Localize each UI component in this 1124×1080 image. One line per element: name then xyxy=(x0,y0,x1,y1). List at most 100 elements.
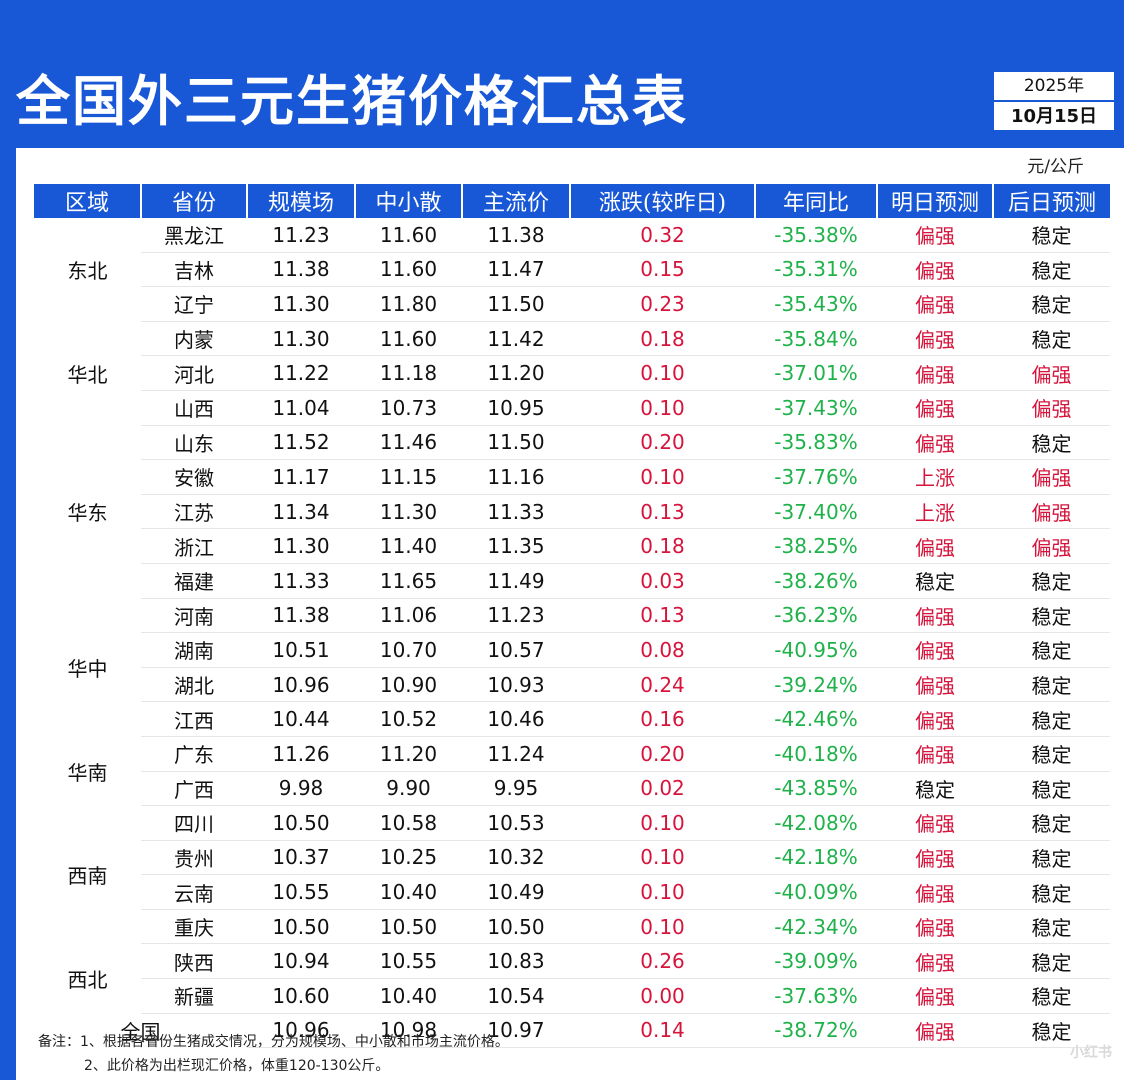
small-farm-price: 9.90 xyxy=(355,771,462,807)
table-row: 华中 河南 11.38 11.06 11.23 0.13 -36.23% 偏强 稳定 xyxy=(34,598,1110,737)
small-farm-price: 10.55 xyxy=(355,943,462,980)
province-cell: 内蒙 xyxy=(141,321,247,357)
yoy-value: -35.84% xyxy=(755,321,877,357)
scale-farm-price: 10.94 xyxy=(247,943,355,980)
small-farm-price: 11.40 xyxy=(355,528,462,564)
region-cell: 华中 xyxy=(34,598,141,737)
small-farm-price: 11.15 xyxy=(355,459,462,495)
notes: 备注：1、根据各省份生猪成交情况，分为规模场、中小散和市场主流价格。 2、此价格… xyxy=(38,1030,509,1078)
main-price: 10.93 xyxy=(462,667,570,703)
main-price: 9.95 xyxy=(462,771,570,807)
main-price: 11.20 xyxy=(462,355,570,391)
change-value: 0.16 xyxy=(570,701,755,737)
scale-farm-price: 11.04 xyxy=(247,390,355,426)
main-price: 10.57 xyxy=(462,632,570,668)
scale-farm-price: 11.34 xyxy=(247,494,355,530)
small-farm-price: 11.60 xyxy=(355,321,462,357)
change-value: 0.23 xyxy=(570,286,755,322)
scale-farm-price: 11.30 xyxy=(247,528,355,564)
day-after-forecast: 稳定 xyxy=(993,632,1110,668)
change-value: 0.08 xyxy=(570,632,755,668)
main-price: 11.38 xyxy=(462,218,570,253)
yoy-value: -37.76% xyxy=(755,459,877,495)
yoy-value: -40.18% xyxy=(755,736,877,772)
scale-farm-price: 10.50 xyxy=(247,909,355,945)
table-row: 贵州 10.37 10.25 10.32 0.10 -42.18% 偏强 稳定 xyxy=(34,840,1110,876)
national-change: 0.14 xyxy=(570,1013,755,1049)
main-price: 11.47 xyxy=(462,252,570,288)
province-cell: 重庆 xyxy=(141,909,247,945)
scale-farm-price: 11.38 xyxy=(247,252,355,288)
yoy-value: -39.24% xyxy=(755,667,877,703)
main-price: 10.53 xyxy=(462,805,570,841)
province-cell: 浙江 xyxy=(141,528,247,564)
yoy-value: -42.34% xyxy=(755,909,877,945)
tomorrow-forecast: 偏强 xyxy=(877,909,993,945)
table-row: 华北 内蒙 11.30 11.60 11.42 0.18 -35.84% 偏强 稳定 xyxy=(34,321,1110,426)
change-value: 0.02 xyxy=(570,771,755,807)
day-after-forecast: 偏强 xyxy=(993,390,1110,426)
table-row: 江苏 11.34 11.30 11.33 0.13 -37.40% 上涨 偏强 xyxy=(34,494,1110,530)
tomorrow-forecast: 偏强 xyxy=(877,528,993,564)
main-price: 11.50 xyxy=(462,425,570,461)
change-value: 0.10 xyxy=(570,840,755,876)
yoy-value: -40.09% xyxy=(755,874,877,910)
small-farm-price: 11.30 xyxy=(355,494,462,530)
yoy-value: -35.83% xyxy=(755,425,877,461)
national-main-price: 10.97 xyxy=(462,1013,570,1049)
date-box: 2025年 10月15日 xyxy=(992,70,1116,132)
small-farm-price: 10.25 xyxy=(355,840,462,876)
main-price: 10.95 xyxy=(462,390,570,426)
change-value: 0.10 xyxy=(570,909,755,945)
change-value: 0.20 xyxy=(570,425,755,461)
change-value: 0.15 xyxy=(570,252,755,288)
region-cell: 华北 xyxy=(34,321,141,426)
small-farm-price: 10.70 xyxy=(355,632,462,668)
province-cell: 湖北 xyxy=(141,667,247,703)
tomorrow-forecast: 稳定 xyxy=(877,563,993,599)
day-after-forecast: 稳定 xyxy=(993,978,1110,1014)
province-cell: 云南 xyxy=(141,874,247,910)
national-scale-price: 10.96 xyxy=(247,1013,355,1049)
day-after-forecast: 稳定 xyxy=(993,840,1110,876)
change-value: 0.10 xyxy=(570,874,755,910)
header-small-farm: 中小散 xyxy=(354,184,462,218)
scale-farm-price: 10.44 xyxy=(247,701,355,737)
scale-farm-price: 10.96 xyxy=(247,667,355,703)
change-value: 0.20 xyxy=(570,736,755,772)
tomorrow-forecast: 偏强 xyxy=(877,632,993,668)
small-farm-price: 11.18 xyxy=(355,355,462,391)
national-row: 全国 10.96 10.98 10.97 0.14 -38.72% 偏强 稳定 xyxy=(34,1013,1110,1049)
tomorrow-forecast: 偏强 xyxy=(877,321,993,357)
yoy-value: -43.85% xyxy=(755,771,877,807)
main-price: 10.50 xyxy=(462,909,570,945)
table-row: 湖北 10.96 10.90 10.93 0.24 -39.24% 偏强 稳定 xyxy=(34,667,1110,703)
change-value: 0.13 xyxy=(570,494,755,530)
header-province: 省份 xyxy=(140,184,247,218)
header-main-price: 主流价 xyxy=(461,184,570,218)
date-day: 10月15日 xyxy=(1010,106,1098,127)
note-1: 备注：1、根据各省份生猪成交情况，分为规模场、中小散和市场主流价格。 xyxy=(38,1034,509,1050)
province-cell: 广东 xyxy=(141,736,247,772)
scale-farm-price: 11.22 xyxy=(247,355,355,391)
province-cell: 黑龙江 xyxy=(141,218,247,253)
change-value: 0.10 xyxy=(570,805,755,841)
tomorrow-forecast: 偏强 xyxy=(877,390,993,426)
small-farm-price: 10.40 xyxy=(355,874,462,910)
scale-farm-price: 10.60 xyxy=(247,978,355,1014)
province-cell: 江苏 xyxy=(141,494,247,530)
tomorrow-forecast: 偏强 xyxy=(877,286,993,322)
tomorrow-forecast: 偏强 xyxy=(877,736,993,772)
date-year: 2025年 xyxy=(994,72,1114,102)
day-after-forecast: 稳定 xyxy=(993,909,1110,945)
yoy-value: -37.01% xyxy=(755,355,877,391)
tomorrow-forecast: 偏强 xyxy=(877,252,993,288)
tomorrow-forecast: 稳定 xyxy=(877,771,993,807)
province-cell: 新疆 xyxy=(141,978,247,1014)
yoy-value: -42.08% xyxy=(755,805,877,841)
table-row: 西北 陕西 10.94 10.55 10.83 0.26 -39.09% 偏强 稳定 xyxy=(34,943,1110,1014)
day-after-forecast: 稳定 xyxy=(993,425,1110,461)
header-region: 区域 xyxy=(34,184,141,218)
main-price: 11.49 xyxy=(462,563,570,599)
province-cell: 福建 xyxy=(141,563,247,599)
